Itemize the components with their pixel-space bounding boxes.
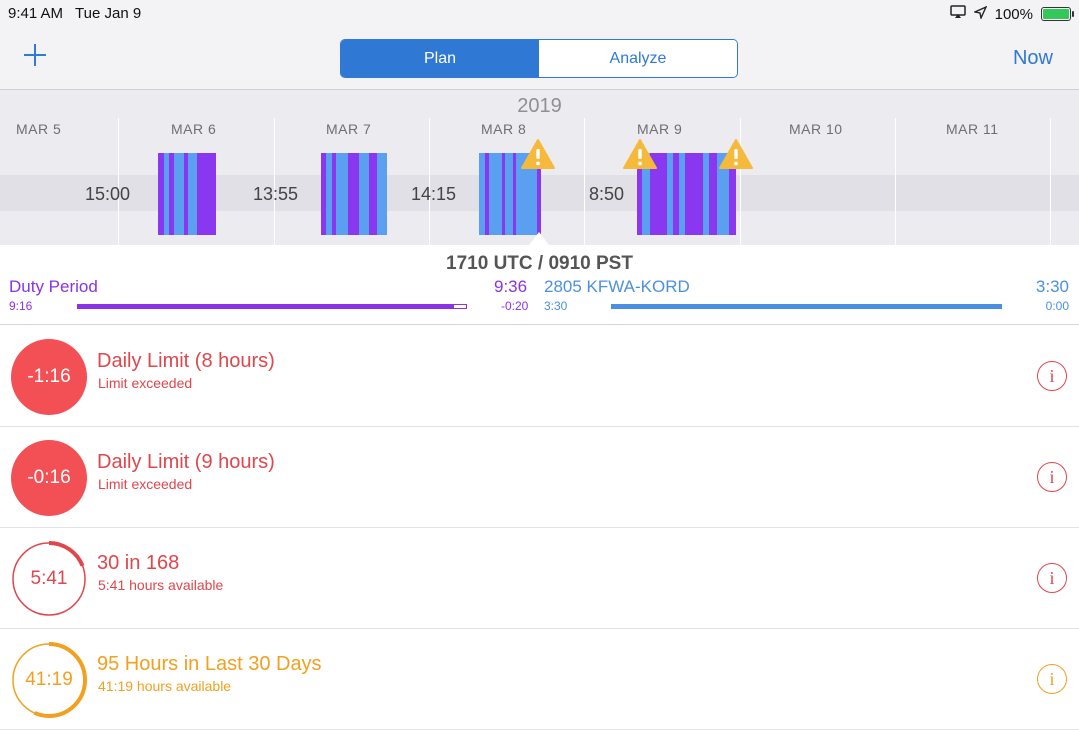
segment-analyze[interactable]: Analyze: [539, 40, 737, 77]
duty-period-limit: 9:36: [494, 277, 528, 296]
rest-gap-label: 14:15: [411, 184, 457, 204]
timeline-year: 2019: [517, 95, 562, 117]
status-date: Tue Jan 9: [75, 5, 142, 22]
progress-ring: [11, 642, 87, 718]
battery-percent: 100%: [994, 5, 1033, 23]
info-icon[interactable]: i: [1037, 462, 1067, 492]
duty-block-mar9[interactable]: [637, 153, 736, 235]
warning-icon[interactable]: [718, 138, 754, 170]
limit-status: 41:19 hours available: [98, 678, 232, 694]
nav-bar: Plan Analyze Now: [0, 28, 1079, 90]
screen-mirroring-icon: [949, 5, 966, 23]
day-divider: [274, 118, 275, 245]
now-button[interactable]: Now: [1012, 47, 1053, 69]
limits-list: -1:16 Daily Limit (8 hours) Limit exceed…: [0, 326, 1079, 730]
duty-block-mar7[interactable]: [321, 153, 387, 235]
date-label: MAR 5: [16, 121, 62, 137]
duty-timeline[interactable]: 2019 MAR 5 MAR 6 MAR 7 MAR 8 MAR 9 MAR 1…: [0, 90, 1079, 245]
duty-period-elapsed: 9:16: [9, 299, 33, 313]
add-button[interactable]: [22, 40, 48, 74]
date-label: MAR 9: [637, 121, 683, 137]
date-label: MAR 11: [946, 121, 999, 137]
flight-elapsed: 3:30: [544, 299, 568, 313]
location-arrow-icon: [972, 5, 988, 23]
limit-ring-badge: 5:41: [11, 541, 87, 617]
limit-row[interactable]: 5:41 30 in 168 5:41 hours available i: [0, 528, 1079, 629]
limit-ring-badge: 41:19: [11, 642, 87, 718]
info-icon[interactable]: i: [1037, 664, 1067, 694]
plus-icon: [24, 44, 46, 66]
limit-row[interactable]: -0:16 Daily Limit (9 hours) Limit exceed…: [0, 427, 1079, 528]
flight-label[interactable]: 2805 KFWA-KORD: [544, 277, 690, 296]
duty-period-label: Duty Period: [9, 277, 98, 296]
rest-gap-label: 8:50: [589, 184, 625, 204]
limit-title: Daily Limit (9 hours): [97, 451, 275, 473]
current-time-title: 1710 UTC / 0910 PST: [446, 253, 633, 274]
progress-ring: [11, 541, 87, 617]
limit-badge: -0:16: [11, 440, 87, 516]
flight-remaining: 0:00: [1045, 299, 1069, 313]
limit-status: Limit exceeded: [98, 375, 193, 391]
limit-status: 5:41 hours available: [98, 577, 224, 593]
info-icon[interactable]: i: [1037, 563, 1067, 593]
rest-gap-label: 13:55: [253, 184, 299, 204]
warning-icon[interactable]: [622, 138, 658, 170]
limit-title: 30 in 168: [97, 552, 180, 574]
duty-summary: 1710 UTC / 0910 PST Duty Period 9:16 9:3…: [0, 245, 1079, 325]
limit-row[interactable]: 41:19 95 Hours in Last 30 Days 41:19 hou…: [0, 629, 1079, 730]
flight-duration: 3:30: [1035, 277, 1069, 296]
status-bar: 9:41 AM Tue Jan 9 100%: [0, 0, 1079, 28]
day-divider: [895, 118, 896, 245]
plan-analyze-segmented-control: Plan Analyze: [340, 39, 738, 78]
date-label: MAR 8: [481, 121, 527, 137]
limit-title: Daily Limit (8 hours): [97, 350, 275, 372]
duty-block-mar6[interactable]: [158, 153, 216, 235]
limit-title: 95 Hours in Last 30 Days: [97, 653, 322, 675]
day-divider: [429, 118, 430, 245]
day-divider: [118, 118, 119, 245]
day-divider: [1050, 118, 1051, 245]
limit-badge: -1:16: [11, 339, 87, 415]
duty-period-remaining: -0:20: [501, 299, 529, 313]
limit-status: Limit exceeded: [98, 476, 193, 492]
warning-icon[interactable]: [520, 138, 556, 170]
rest-gap-label: 15:00: [85, 184, 131, 204]
date-label: MAR 6: [171, 121, 217, 137]
flight-progress-bar: [611, 304, 1002, 309]
date-label: MAR 7: [326, 121, 372, 137]
info-icon[interactable]: i: [1037, 361, 1067, 391]
segment-plan[interactable]: Plan: [341, 40, 539, 77]
duty-period-progress-bar: [77, 304, 467, 309]
selection-pointer: [529, 232, 549, 245]
limit-row[interactable]: -1:16 Daily Limit (8 hours) Limit exceed…: [0, 326, 1079, 427]
date-label: MAR 10: [789, 121, 843, 137]
day-divider: [740, 118, 741, 245]
battery-icon: [1041, 7, 1074, 21]
status-time: 9:41 AM: [8, 5, 64, 22]
day-divider: [584, 118, 585, 245]
